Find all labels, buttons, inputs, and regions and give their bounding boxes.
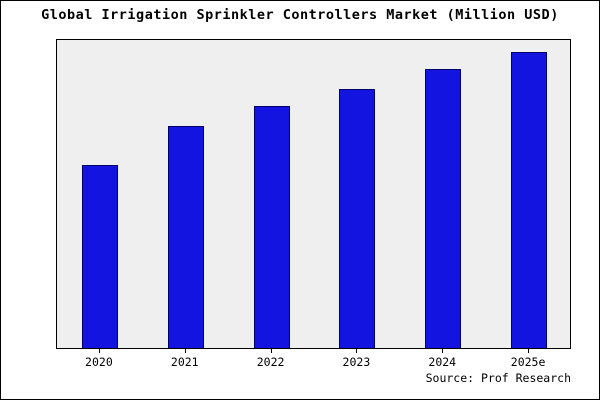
x-tick (528, 349, 530, 353)
x-tick-label-2022: 2022 (256, 355, 285, 369)
x-tick (98, 349, 100, 353)
x-tick (356, 349, 358, 353)
bar-2022 (253, 106, 290, 348)
x-tick (270, 349, 272, 353)
x-tick-label-2020: 2020 (85, 355, 113, 369)
plot-area (56, 39, 571, 349)
x-tick (442, 349, 444, 353)
x-tick-label-2024: 2024 (428, 355, 457, 369)
x-tick-label-2023: 2023 (342, 355, 371, 369)
bar-2023 (339, 89, 376, 348)
bar-2025e (511, 52, 548, 348)
source-label: Source: Prof Research (425, 371, 571, 385)
x-tick-label-2025e: 2025e (510, 355, 546, 369)
chart-title: Global Irrigation Sprinkler Controllers … (41, 7, 559, 23)
bar-2020 (81, 165, 118, 348)
x-tick-label-2021: 2021 (170, 355, 199, 369)
bar-2024 (425, 69, 462, 348)
bar-2021 (167, 126, 204, 348)
x-tick (184, 349, 186, 353)
